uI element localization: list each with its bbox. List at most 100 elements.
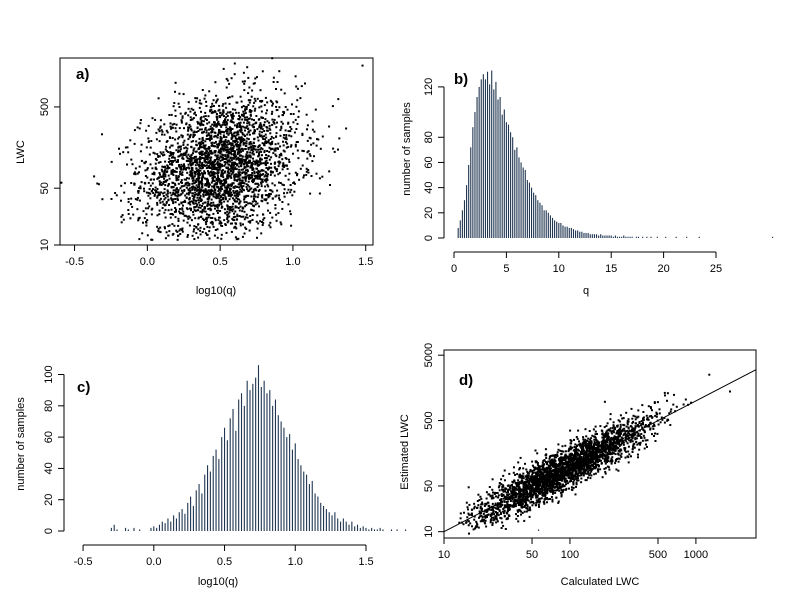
panel-a-point: [187, 129, 190, 132]
panel-a-point: [215, 113, 218, 115]
panel-a-point: [271, 182, 274, 185]
panel-a-point: [255, 115, 258, 117]
panel-d-point: [636, 434, 639, 437]
panel-a-point: [224, 155, 227, 158]
panel-a-point: [219, 181, 221, 184]
panel-a-point: [211, 129, 214, 132]
panel-a-point: [291, 194, 294, 197]
panel-a-point: [230, 191, 233, 194]
panel-d-point: [623, 449, 626, 452]
panel-a-point: [242, 137, 245, 140]
panel-d-point: [508, 472, 511, 475]
panel-d-point: [651, 416, 654, 419]
panel-d-point: [570, 447, 573, 450]
panel-a-point: [243, 159, 246, 162]
panel-a-point: [166, 131, 169, 134]
panel-a-point: [243, 197, 246, 200]
panel-a-point: [208, 237, 211, 240]
panel-d-point: [644, 439, 647, 442]
panel-a-point: [296, 99, 299, 102]
panel-a-point: [219, 200, 222, 203]
panel-a-point: [227, 143, 230, 146]
panel-a-point: [270, 171, 273, 174]
panel-a-point: [200, 110, 202, 113]
panel-a-point: [246, 157, 249, 160]
panel-a-point: [243, 89, 246, 92]
panel-a-point: [321, 135, 324, 138]
panel-d-point: [467, 524, 470, 527]
panel-a-point: [287, 130, 290, 133]
panel-a-point: [198, 144, 201, 147]
panel-b-x-axis-title: q: [583, 285, 589, 297]
panel-d-point: [535, 486, 538, 489]
panel-a-point: [246, 188, 249, 191]
panel-a-point: [181, 136, 184, 139]
panel-a-point: [168, 230, 171, 233]
panel-a-point: [261, 148, 264, 151]
panel-a-point: [202, 120, 205, 123]
panel-a-point: [247, 131, 250, 134]
panel-d-point: [530, 498, 532, 501]
panel-a-point: [164, 173, 167, 176]
panel-a-point: [181, 229, 184, 231]
panel-a-point: [240, 163, 243, 166]
panel-a-point: [216, 185, 219, 188]
panel-a-point: [182, 164, 185, 167]
panel-a-point: [256, 128, 259, 131]
panel-a-point: [271, 197, 274, 200]
panel-a-point: [235, 194, 237, 197]
panel-b-x-tick-label: 15: [605, 263, 617, 275]
panel-d-point: [605, 438, 608, 441]
panel-a-point: [262, 138, 265, 140]
panel-d-point: [594, 430, 597, 433]
panel-a-point: [200, 116, 203, 119]
panel-a-point: [174, 189, 177, 192]
panel-d-point: [624, 430, 627, 433]
panel-a-point: [238, 177, 241, 180]
panel-a-point: [239, 138, 242, 141]
panel-d-point: [523, 493, 526, 496]
panel-a-point: [142, 210, 145, 213]
panel-d-point: [531, 464, 534, 467]
panel-a-point: [226, 186, 228, 189]
panel-a-point: [260, 124, 263, 127]
panel-a-point: [235, 155, 238, 158]
panel-a-point: [186, 143, 189, 146]
panel-a-point: [121, 214, 124, 217]
panel-a-point: [225, 126, 228, 129]
panel-d-point: [475, 520, 478, 523]
panel-b-x-tick-label: 0: [451, 263, 457, 275]
panel-a-point: [227, 174, 230, 177]
panel-d-point: [606, 432, 609, 435]
panel-a-point: [209, 159, 212, 162]
panel-d-point: [603, 453, 606, 456]
panel-a-point: [163, 170, 166, 173]
panel-a-point: [138, 187, 141, 190]
panel-a-point: [219, 189, 222, 192]
panel-a-point: [237, 122, 240, 125]
panel-a-point: [134, 173, 137, 176]
panel-a-point: [177, 150, 180, 153]
panel-a-point: [301, 149, 304, 152]
panel-a-point: [193, 194, 196, 196]
panel-a-point: [207, 161, 210, 164]
panel-a-point: [217, 176, 220, 179]
panel-a-point: [176, 142, 179, 145]
panel-a-point: [201, 202, 204, 205]
panel-a-point: [245, 140, 248, 143]
panel-a-point: [160, 181, 163, 184]
panel-a-point: [132, 213, 135, 216]
panel-a-point: [219, 124, 222, 127]
panel-a-point: [212, 195, 215, 198]
panel-a-point: [253, 205, 255, 208]
panel-a-point: [163, 133, 166, 136]
panel-a-point: [172, 105, 175, 108]
panel-a-point: [191, 167, 194, 170]
panel-d-point: [626, 434, 629, 437]
panel-a-point: [200, 188, 203, 191]
panel-a-point: [146, 168, 149, 171]
panel-a-point: [203, 201, 206, 204]
panel-a-point: [161, 133, 163, 136]
panel-a-point: [257, 184, 260, 187]
